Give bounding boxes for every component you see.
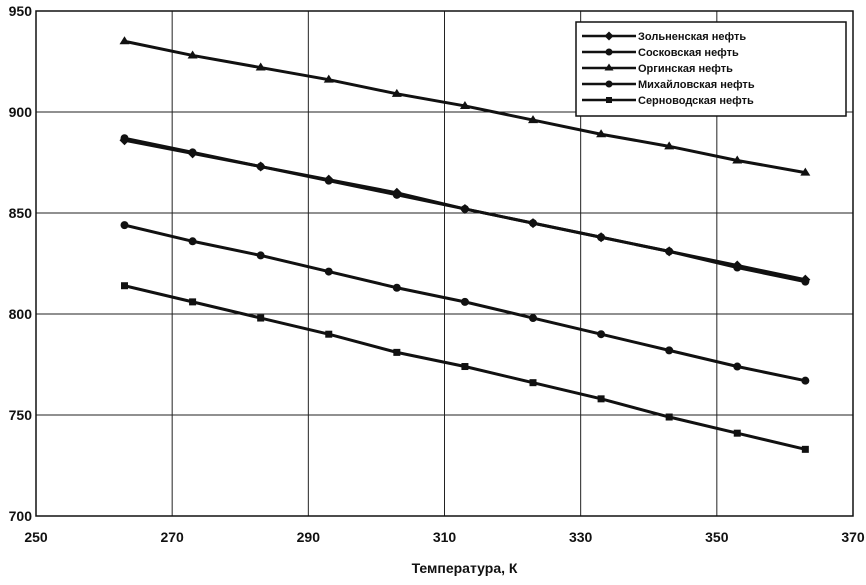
series-layer: [119, 36, 811, 453]
data-point: [255, 62, 266, 71]
x-tick-label: 330: [569, 529, 593, 545]
series-5: [121, 282, 809, 453]
legend-label: Зольненская нефть: [638, 31, 746, 43]
x-tick-label: 310: [433, 529, 457, 545]
legend-label: Михайловская нефть: [638, 79, 755, 91]
series-3: [119, 36, 811, 176]
data-point: [325, 330, 333, 338]
data-point: [256, 251, 265, 260]
data-point: [256, 162, 265, 171]
data-point: [801, 445, 809, 453]
data-point: [529, 219, 538, 228]
data-point: [732, 155, 743, 164]
data-point: [392, 190, 401, 199]
data-point: [461, 363, 469, 371]
data-point: [187, 50, 198, 59]
data-point: [323, 74, 334, 83]
data-point: [801, 277, 810, 286]
legend-item: Оргинская нефть: [582, 63, 733, 75]
data-point: [119, 36, 130, 45]
data-point: [324, 176, 333, 185]
legend-marker: [606, 97, 612, 103]
data-point: [120, 134, 129, 143]
data-point: [528, 115, 539, 124]
legend-item: Михайловская нефть: [582, 79, 755, 91]
legend-marker: [605, 80, 613, 88]
legend-item: Серноводская нефть: [582, 95, 754, 107]
data-point: [597, 395, 605, 403]
x-tick-label: 270: [160, 529, 184, 545]
data-point: [529, 314, 538, 323]
series-4: [120, 221, 810, 385]
legend-item: Сосковская нефть: [582, 47, 739, 59]
x-axis-title: Температура, К: [412, 560, 518, 576]
y-tick-label: 750: [9, 407, 33, 423]
data-point: [459, 100, 470, 109]
data-point: [460, 297, 469, 306]
data-point: [801, 376, 810, 385]
x-tick-label: 350: [705, 529, 729, 545]
data-point: [257, 314, 265, 322]
x-tick-label: 370: [841, 529, 865, 545]
data-point: [800, 167, 811, 176]
data-point: [733, 429, 741, 437]
data-point: [733, 362, 742, 371]
data-point: [596, 129, 607, 138]
data-point: [120, 221, 129, 230]
y-tick-labels: 700 750 800 850 900 950: [9, 3, 33, 524]
data-point: [189, 298, 197, 306]
x-tick-labels: 250 270 290 310 330 350 370: [24, 529, 865, 545]
legend-marker: [605, 48, 613, 56]
legend-item: Зольненская нефть: [582, 31, 746, 43]
data-point: [733, 263, 742, 272]
data-point: [324, 267, 333, 276]
data-point: [121, 282, 129, 290]
legend-label: Сосковская нефть: [638, 47, 739, 59]
legend-label: Оргинская нефть: [638, 63, 733, 75]
data-point: [529, 379, 537, 387]
data-point: [597, 330, 606, 339]
legend-marker: [604, 31, 614, 41]
data-point: [393, 348, 401, 356]
data-point: [188, 148, 197, 157]
data-point: [665, 346, 674, 355]
x-tick-label: 250: [24, 529, 48, 545]
data-point: [664, 141, 675, 150]
legend-label: Серноводская нефть: [638, 95, 754, 107]
data-point: [665, 413, 673, 421]
legend: Зольненская нефть Сосковская нефть Оргинск…: [575, 21, 847, 117]
data-point: [597, 233, 606, 242]
data-point: [460, 204, 469, 213]
y-tick-label: 950: [9, 3, 33, 19]
data-point: [392, 283, 401, 292]
y-tick-label: 900: [9, 104, 33, 120]
data-point: [188, 237, 197, 246]
y-tick-label: 700: [9, 508, 33, 524]
data-point: [665, 247, 674, 256]
y-tick-label: 850: [9, 205, 33, 221]
legend-marker: [604, 63, 614, 71]
series-2: [120, 134, 810, 286]
x-tick-label: 290: [297, 529, 321, 545]
plot-area: [35, 10, 854, 517]
data-point: [391, 88, 402, 97]
y-tick-label: 800: [9, 306, 33, 322]
